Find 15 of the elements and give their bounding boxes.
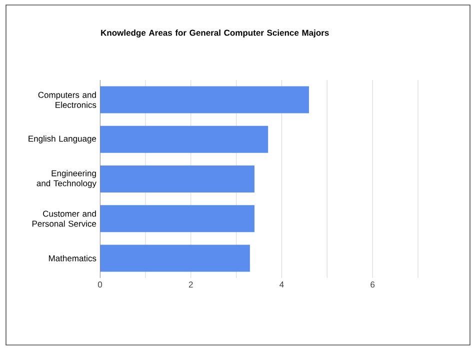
y-tick-label: Engineering and Technology bbox=[36, 170, 96, 188]
bar bbox=[100, 166, 254, 192]
y-tick-label: English Language bbox=[28, 135, 96, 144]
x-tick-label: 4 bbox=[280, 282, 284, 288]
bar bbox=[100, 205, 254, 232]
bar bbox=[100, 244, 250, 272]
y-tick-label: Customer and Personal Service bbox=[32, 210, 96, 227]
y-tick-label: Mathematics bbox=[48, 255, 96, 262]
chart-title: Knowledge Areas for General Computer Science Majors bbox=[101, 30, 329, 38]
bar bbox=[100, 86, 309, 114]
x-tick-label: 6 bbox=[370, 282, 375, 288]
x-tick-label: 2 bbox=[188, 282, 193, 288]
y-tick-label: Computers and Electronics bbox=[38, 92, 96, 108]
bar bbox=[100, 126, 268, 153]
x-tick-label: 0 bbox=[98, 282, 102, 288]
